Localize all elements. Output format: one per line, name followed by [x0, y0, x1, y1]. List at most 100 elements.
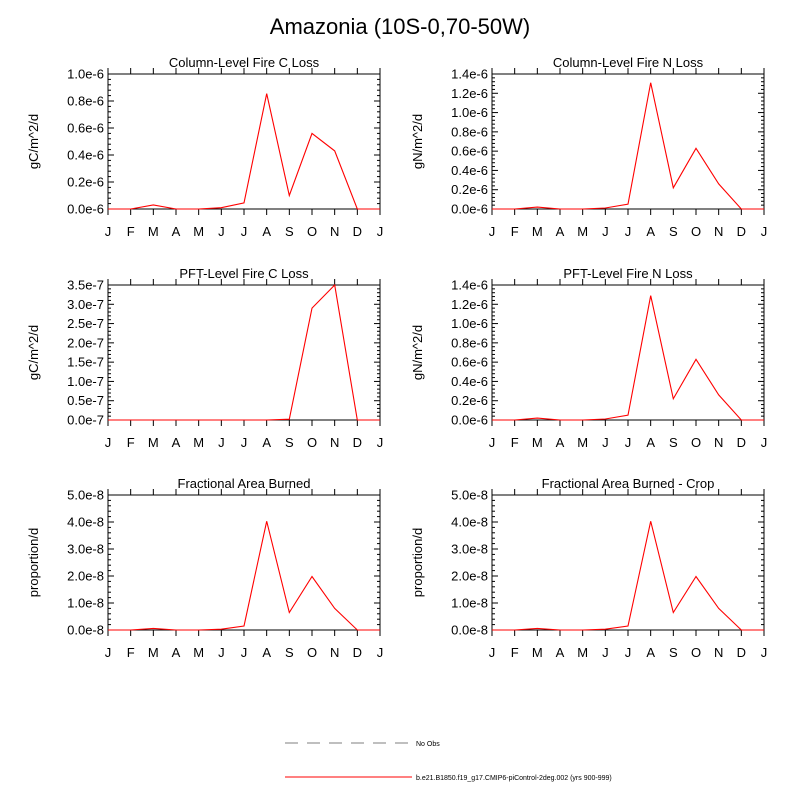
x-tick-label: J [377, 224, 384, 239]
series-line [492, 82, 764, 210]
x-tick-label: J [218, 435, 225, 450]
x-tick-label: J [105, 224, 112, 239]
x-tick-label: F [127, 645, 135, 660]
y-tick-label: 4.0e-8 [67, 515, 104, 530]
y-tick-label: 0.0e-6 [67, 202, 104, 217]
y-tick-label: 2.5e-7 [67, 316, 104, 331]
x-tick-label: O [691, 645, 701, 660]
x-tick-label: M [148, 435, 159, 450]
x-tick-label: A [172, 645, 181, 660]
y-axis-label: proportion/d [26, 528, 41, 597]
y-tick-label: 2.0e-8 [451, 569, 488, 584]
series-line [492, 521, 764, 631]
x-tick-label: D [737, 645, 746, 660]
y-tick-label: 3.0e-8 [67, 542, 104, 557]
x-tick-label: M [193, 645, 204, 660]
x-tick-label: O [307, 645, 317, 660]
x-tick-label: F [127, 224, 135, 239]
x-tick-label: J [377, 435, 384, 450]
x-tick-label: D [353, 645, 362, 660]
x-tick-label: S [669, 224, 678, 239]
x-tick-label: A [172, 435, 181, 450]
y-axis-label: gC/m^2/d [26, 325, 41, 380]
x-tick-label: D [737, 435, 746, 450]
x-tick-label: J [489, 224, 496, 239]
panel-title: PFT-Level Fire C Loss [179, 266, 309, 281]
chart-panel-5: Fractional Area Burned proportion/d 0.0e-8… [26, 476, 383, 660]
x-tick-label: D [353, 224, 362, 239]
x-tick-label: S [285, 645, 294, 660]
x-tick-label: S [669, 645, 678, 660]
chart-panel-4: PFT-Level Fire N Loss gN/m^2/d 0.0e-6 0.2e-… [410, 266, 767, 450]
x-tick-label: J [625, 224, 632, 239]
x-tick-label: O [691, 224, 701, 239]
y-tick-label: 0.0e-6 [451, 202, 488, 217]
x-tick-label: J [218, 645, 225, 660]
y-tick-label: 0.0e-6 [451, 413, 488, 428]
y-tick-label: 1.2e-6 [451, 297, 488, 312]
x-tick-label: A [556, 435, 565, 450]
y-tick-label: 1.4e-6 [451, 278, 488, 293]
x-tick-label: N [714, 224, 723, 239]
x-tick-label: J [241, 435, 248, 450]
x-tick-label: J [625, 645, 632, 660]
x-tick-label: J [489, 435, 496, 450]
x-tick-label: N [330, 224, 339, 239]
x-tick-label: D [737, 224, 746, 239]
chart-panel-3: PFT-Level Fire C Loss gC/m^2/d 0.0e-7 0.5e-… [26, 266, 383, 450]
y-tick-label: 0.4e-6 [67, 148, 104, 163]
legend: No Obs b.e21.B1850.f19_g17.CMIP6-piContr… [285, 741, 612, 782]
y-tick-label: 0.8e-6 [451, 124, 488, 139]
x-tick-label: N [714, 645, 723, 660]
y-tick-label: 0.2e-6 [451, 393, 488, 408]
x-tick-label: M [577, 645, 588, 660]
x-tick-label: J [241, 224, 248, 239]
y-tick-label: 0.2e-6 [451, 182, 488, 197]
x-tick-label: A [556, 645, 565, 660]
y-tick-label: 4.0e-8 [451, 515, 488, 530]
panel-title: Column-Level Fire N Loss [553, 55, 704, 70]
x-tick-label: A [262, 435, 271, 450]
x-tick-label: A [646, 645, 655, 660]
x-tick-label: M [193, 224, 204, 239]
panel-title: Column-Level Fire C Loss [169, 55, 320, 70]
panel-title: Fractional Area Burned [178, 476, 311, 491]
x-tick-label: M [148, 645, 159, 660]
x-tick-label: A [646, 435, 655, 450]
x-tick-label: M [532, 645, 543, 660]
x-tick-label: J [761, 224, 768, 239]
x-tick-label: S [285, 224, 294, 239]
x-tick-label: J [602, 224, 609, 239]
y-tick-label: 0.8e-6 [67, 94, 104, 109]
x-tick-label: M [532, 224, 543, 239]
x-tick-label: M [577, 224, 588, 239]
x-tick-label: M [193, 435, 204, 450]
x-tick-label: A [262, 645, 271, 660]
x-tick-label: J [105, 435, 112, 450]
y-tick-label: 0.8e-6 [451, 335, 488, 350]
x-tick-label: O [307, 224, 317, 239]
x-tick-label: J [602, 435, 609, 450]
plot-frame [107, 73, 381, 210]
y-tick-label: 0.4e-6 [451, 374, 488, 389]
y-tick-label: 0.0e-8 [67, 623, 104, 638]
y-tick-label: 0.0e-8 [451, 623, 488, 638]
x-tick-label: N [330, 645, 339, 660]
y-tick-label: 1.0e-8 [451, 596, 488, 611]
y-tick-label: 0.4e-6 [451, 163, 488, 178]
y-tick-label: 1.0e-6 [451, 316, 488, 331]
x-tick-label: J [761, 435, 768, 450]
x-tick-label: D [353, 435, 362, 450]
y-tick-label: 3.0e-8 [451, 542, 488, 557]
plot-frame [107, 494, 381, 631]
y-tick-label: 0.6e-6 [451, 355, 488, 370]
series-line [108, 93, 380, 210]
y-tick-label: 1.4e-6 [451, 67, 488, 82]
x-tick-label: J [602, 645, 609, 660]
y-axis-label: gN/m^2/d [410, 114, 425, 169]
x-tick-label: O [691, 435, 701, 450]
legend-model-label: b.e21.B1850.f19_g17.CMIP6-piControl-2deg… [416, 775, 612, 782]
y-tick-label: 5.0e-8 [67, 488, 104, 503]
x-tick-label: N [330, 435, 339, 450]
